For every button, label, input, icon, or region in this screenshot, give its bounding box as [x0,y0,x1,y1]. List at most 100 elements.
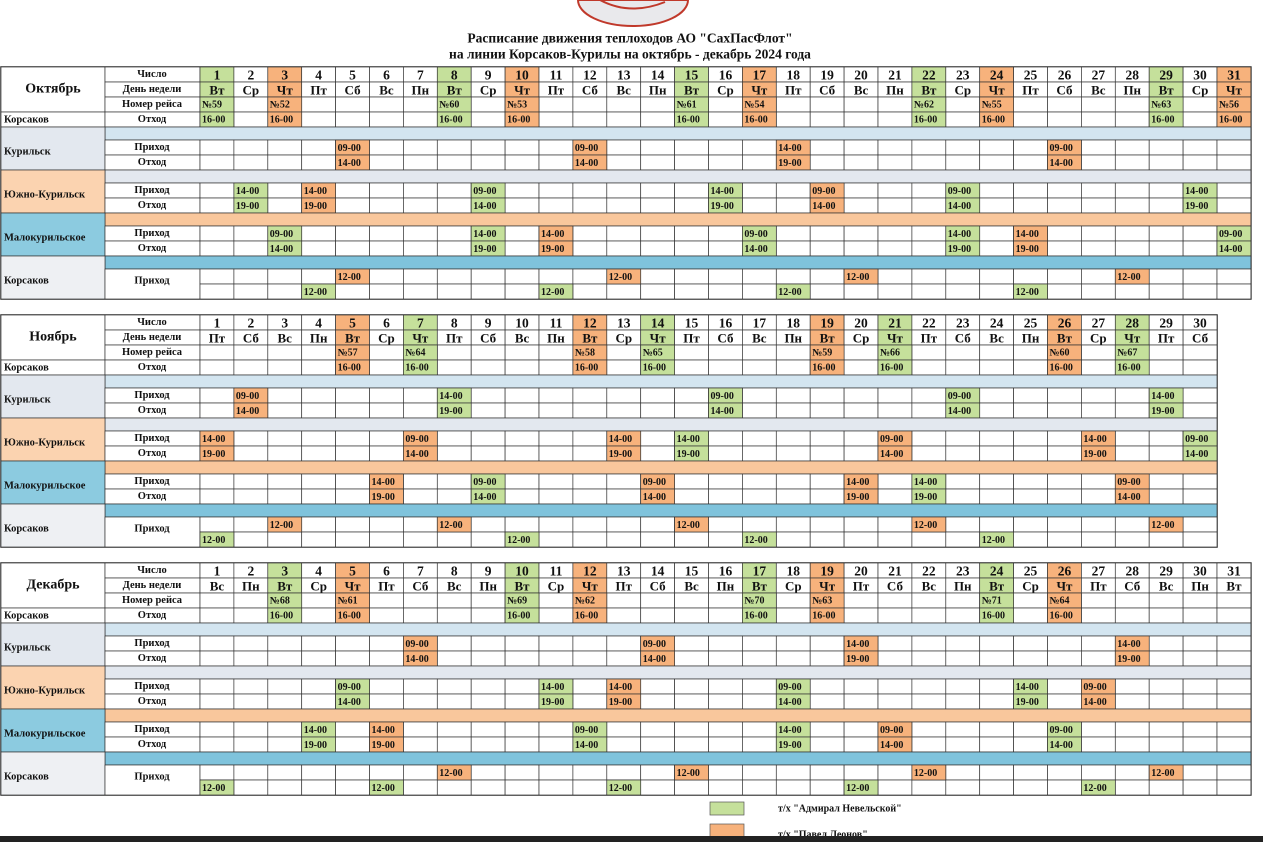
voyage-number: №53 [507,100,527,111]
arrival-cell [640,268,675,285]
date: 18 [787,564,801,579]
time-cell [606,779,642,796]
voyage-cell [1182,592,1218,609]
departure-cell [470,359,506,376]
time: 12-00 [1151,520,1174,531]
time: 14-00 [372,725,395,736]
voyage-cell [877,592,913,609]
time: 12-00 [609,783,632,794]
voyage-cell [742,344,777,361]
arrival-cell [199,268,235,285]
departure-cell [335,240,370,257]
arrival-cell [504,764,540,781]
time: 14-00 [1151,391,1174,402]
time: 16-00 [982,115,1005,126]
weekday: Чт [989,83,1006,98]
departure-cell [708,736,743,753]
arrival-cell [572,779,608,796]
time: 12-00 [914,768,937,779]
date: 7 [417,564,424,579]
departure-cell [1114,154,1150,171]
time: 19-00 [202,449,225,460]
time: 19-00 [473,244,496,255]
arrival-cell [742,139,777,156]
departure-cell [911,607,947,624]
date: 29 [1159,564,1173,579]
arrival-cell [1182,516,1218,533]
time: 16-00 [575,611,598,622]
weekday: Вт [989,579,1005,594]
row-label: Номер рейса [122,347,183,358]
weekday: Вт [209,83,225,98]
departure-cell [742,736,777,753]
voyage-number: №60 [439,100,459,111]
arrival-cell [1013,473,1048,490]
departure-cell [775,402,811,419]
departure-cell [504,736,540,753]
departure-cell [1148,197,1184,214]
voyage-number: №58 [575,348,595,359]
arrival-cell [979,721,1014,738]
arrival-cell [267,635,303,652]
arrival-cell [843,139,879,156]
time: 12-00 [507,535,530,546]
departure-cell [572,445,608,462]
time-cell [436,516,472,533]
time-cell [1148,516,1184,533]
voyage-cell [1182,96,1218,113]
departure-cell [877,402,913,419]
weekday: Пт [683,331,700,346]
arrival-cell [742,182,777,199]
arrival-cell [1013,779,1048,796]
departure-cell [1013,736,1048,753]
voyage-cell [301,344,336,361]
departure-cell [538,154,574,171]
departure-cell [1047,111,1082,128]
departure-cell [674,240,709,257]
departure-cell [369,111,404,128]
arrival-cell [945,283,981,300]
departure-cell [843,693,879,710]
date: 7 [417,316,424,331]
time: 12-00 [202,535,225,546]
arrival-cell [674,225,709,242]
time: 14-00 [405,654,428,665]
time: 09-00 [880,434,903,445]
legend-swatch [709,801,745,816]
arrival-cell [1013,635,1048,652]
row-label: Отход [138,243,167,254]
arrival-cell [233,225,269,242]
arrival-cell [674,182,709,199]
departure-cell [945,693,981,710]
arrival-cell [538,721,574,738]
departure-cell [1182,111,1218,128]
time-cell [1114,268,1150,285]
arrival-cell [301,764,336,781]
arrival-cell [335,182,370,199]
arrival-cell [1148,225,1184,242]
title: Расписание движения теплоходов АО "СахПа… [467,31,792,46]
departure-cell [775,197,811,214]
departure-cell [775,650,811,667]
arrival-cell [606,531,642,548]
time: 16-00 [914,115,937,126]
arrival-cell [1216,268,1252,285]
time: 14-00 [1083,697,1106,708]
spacer-row [104,417,1218,432]
time: 12-00 [304,287,327,298]
row-label: Число [137,565,167,576]
arrival-cell [606,387,642,404]
date: 30 [1193,68,1207,83]
weekday: Сб [412,579,429,594]
date: 4 [315,68,322,83]
arrival-cell [1182,764,1218,781]
weekday: Чт [1226,83,1243,98]
departure-cell [572,650,608,667]
time: 09-00 [643,477,666,488]
time: 16-00 [439,115,462,126]
logo-stroke [599,0,666,10]
departure-cell [1182,359,1218,376]
arrival-cell [538,268,574,285]
time: 16-00 [270,115,293,126]
weekday: Чт [650,331,667,346]
